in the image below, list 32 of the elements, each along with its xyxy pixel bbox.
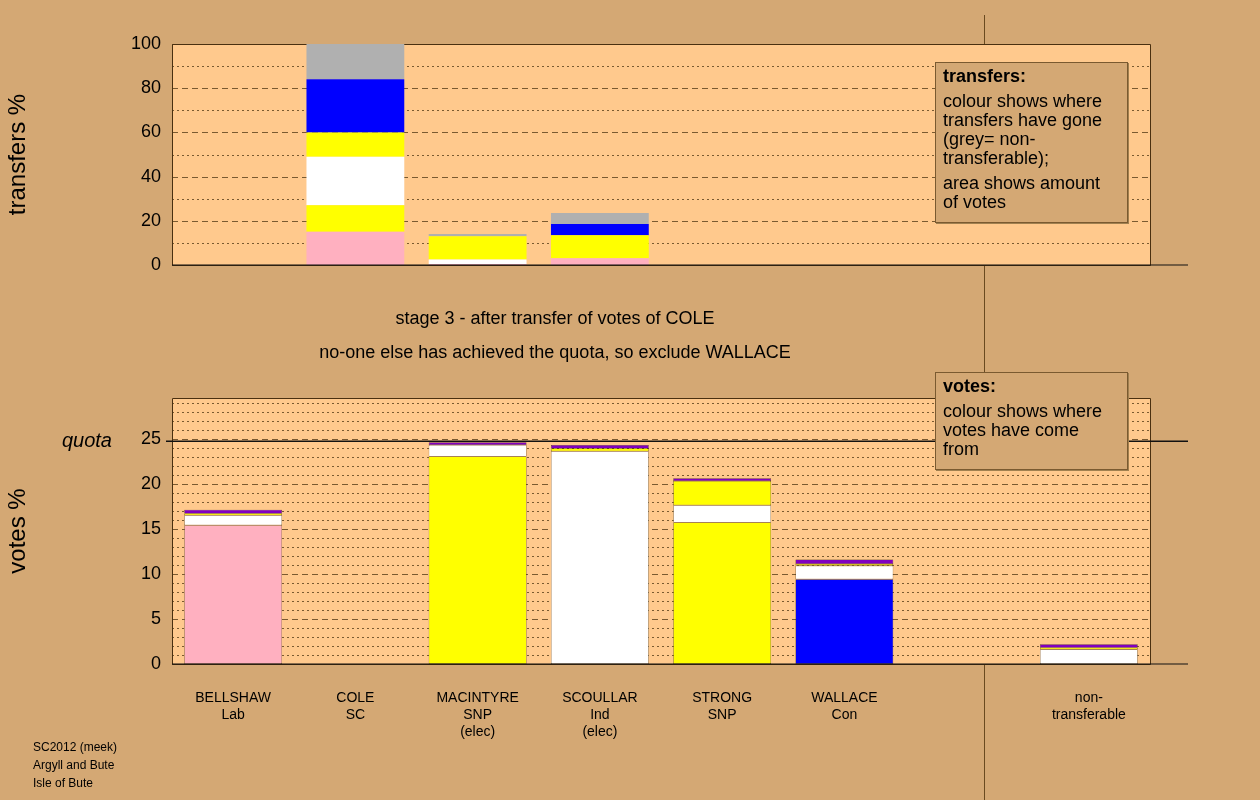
- y-tick-label: 0: [150, 253, 161, 274]
- text: votes:: [943, 376, 997, 396]
- x-tick-label: STRONG SNP: [692, 689, 753, 723]
- ref-line-label: quota: [61, 428, 112, 451]
- y-tick-label: 20: [140, 472, 161, 493]
- text: Argyll and Bute: [33, 757, 116, 774]
- x-tick-label: COLE SC: [336, 689, 375, 723]
- x-tick-label: non- transferable: [1051, 689, 1127, 723]
- x-tick-label: SCOULLAR Ind (elec): [562, 689, 638, 739]
- y-tick-label: 25: [140, 427, 161, 448]
- chart-title: stage 3 - after transfer of votes of COLE: [395, 308, 715, 329]
- y-tick-label: 100: [130, 32, 161, 53]
- x-tick-label: BELLSHAW Lab: [195, 689, 272, 723]
- text: Isle of Bute: [33, 775, 95, 792]
- y-tick-label: 20: [140, 209, 161, 230]
- y-tick-label: 5: [150, 607, 161, 628]
- y-tick-label: 80: [140, 77, 161, 98]
- annotation: area shows amount of votes: [943, 173, 1102, 212]
- text: SC2012 (meek): [33, 739, 118, 756]
- y-tick-label: 15: [140, 517, 161, 538]
- y-axis-title: transfers %: [3, 93, 31, 216]
- annotation: transfers:: [943, 66, 1028, 86]
- y-axis-title: votes %: [3, 488, 31, 574]
- x-tick-label: WALLACE Con: [811, 689, 878, 723]
- y-tick-label: 0: [150, 652, 161, 673]
- x-tick-label: MACINTYRE SNP (elec): [436, 689, 519, 739]
- annotation: colour shows where transfers have gone (grey= non-transferable);: [943, 91, 1104, 168]
- y-tick-label: 40: [140, 165, 161, 186]
- y-tick-label: 60: [140, 121, 161, 142]
- y-tick-label: 10: [140, 562, 161, 583]
- chart-subtitle: no-one else has achieved the quota, so exclude WALLACE: [319, 342, 791, 363]
- annotation: colour shows where votes have come from: [943, 401, 1104, 459]
